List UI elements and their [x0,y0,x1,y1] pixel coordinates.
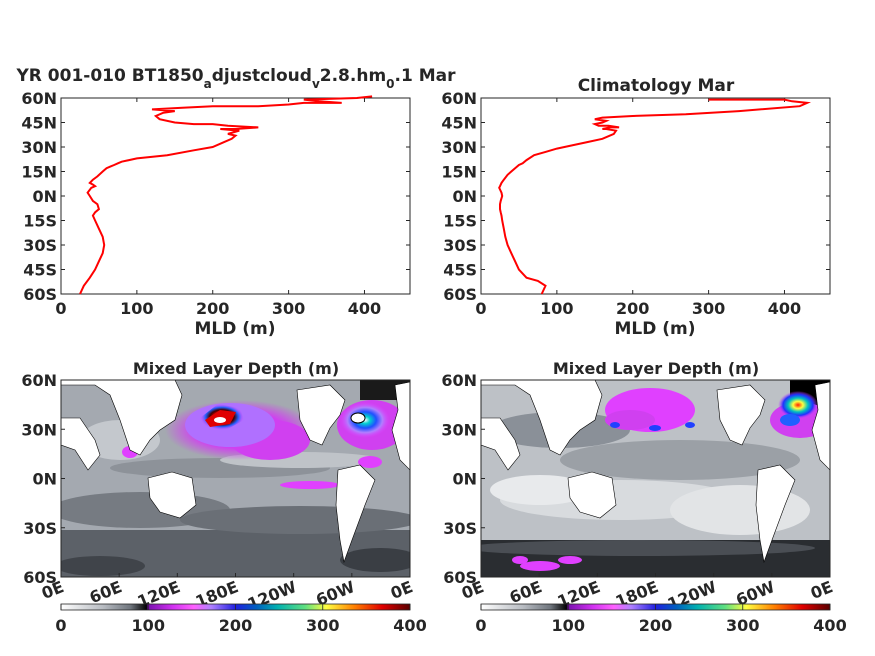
colorbar-tick-label: 200 [219,616,252,635]
y-tick-label: 30S [23,236,57,255]
colorbar-tick-label: 300 [306,616,339,635]
lat-tick-label: 60S [443,568,477,587]
x-tick-label: 400 [768,299,801,318]
lon-tick-label: 60E [87,577,125,607]
mld-profile-line [498,98,812,295]
lon-tick-label: 60E [507,577,545,607]
lat-tick-label: 60S [23,568,57,587]
x-tick-label: 200 [616,299,649,318]
x-tick-label: 300 [692,299,725,318]
x-axis-label: MLD (m) [614,319,695,339]
lat-tick-label: 60N [441,371,477,390]
axes-frame [60,97,411,295]
lat-tick-label: 30S [23,519,57,538]
colorbar-tick-label: 300 [726,616,759,635]
lat-tick-label: 0N [32,470,57,489]
y-tick-label: 45N [441,114,477,133]
y-tick-label: 15N [21,163,57,182]
colorbar-tick-label: 100 [552,616,585,635]
x-tick-label: 300 [272,299,305,318]
y-tick-label: 0N [32,187,57,206]
y-tick-label: 45N [21,114,57,133]
mld-profile-line [79,95,373,295]
profile-panel-model: YR 001-010 BT1850adjustcloudv2.8.hm0.1 M… [15,66,456,339]
x-tick-label: 100 [540,299,573,318]
y-tick-label: 0N [452,187,477,206]
colorbar-tick-label: 0 [475,616,486,635]
x-tick-label: 400 [348,299,381,318]
y-tick-label: 60N [21,89,57,108]
y-tick-label: 60N [441,89,477,108]
colorbar-tick-label: 400 [813,616,846,635]
y-tick-label: 60S [443,285,477,304]
axes-frame [480,97,831,295]
x-tick-label: 0 [55,299,66,318]
x-tick-label: 0 [475,299,486,318]
y-tick-label: 60S [23,285,57,304]
lat-tick-label: 30N [441,420,477,439]
map-title: Mixed Layer Depth (m) [553,359,759,378]
profile-panel-climatology: Climatology Mar 60N45N30N15N0N15S30S45S6… [441,76,831,339]
colorbar-tick-label: 0 [55,616,66,635]
y-tick-label: 45S [443,261,477,280]
lat-tick-label: 30S [443,519,477,538]
map-panel-climatology: Mixed Layer Depth (m) [441,359,846,635]
mld-field [61,380,410,577]
y-tick-label: 15N [441,163,477,182]
x-tick-label: 100 [120,299,153,318]
lon-tick-label: 0E [808,577,836,603]
map-title: Mixed Layer Depth (m) [133,359,339,378]
y-tick-label: 15S [23,212,57,231]
colorbar-tick-label: 400 [393,616,426,635]
y-tick-label: 45S [23,261,57,280]
mld-field [481,380,830,577]
y-tick-label: 30N [441,138,477,157]
lat-tick-label: 0N [452,470,477,489]
colorbar-ticks: 0 100 200 300 400 [55,604,427,635]
panel-title-climatology: Climatology Mar [578,76,735,96]
colorbar-ticks: 0 100 200 300 400 [475,604,847,635]
colorbar-tick-label: 100 [132,616,165,635]
lon-tick-label: 0E [388,577,416,603]
y-tick-label: 30N [21,138,57,157]
colorbar-tick-label: 200 [639,616,672,635]
x-tick-label: 200 [196,299,229,318]
y-tick-label: 30S [443,236,477,255]
x-axis-label: MLD (m) [194,319,275,339]
lat-tick-label: 30N [21,420,57,439]
panel-title-model: YR 001-010 BT1850adjustcloudv2.8.hm0.1 M… [15,66,456,91]
lat-tick-label: 60N [21,371,57,390]
y-tick-label: 15S [443,212,477,231]
map-panel-model: Mixed Layer Depth (m) [21,359,426,635]
